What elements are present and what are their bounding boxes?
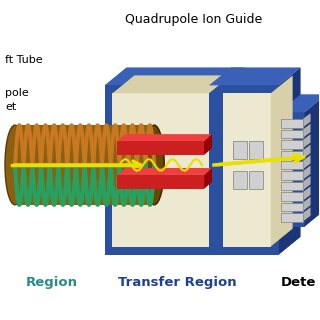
Text: pole: pole bbox=[5, 88, 29, 98]
Polygon shape bbox=[303, 176, 310, 190]
Bar bbox=[281, 172, 303, 180]
Bar bbox=[281, 192, 303, 201]
Polygon shape bbox=[112, 93, 209, 247]
Bar bbox=[233, 141, 247, 159]
Polygon shape bbox=[112, 76, 231, 93]
Bar bbox=[233, 171, 247, 189]
Bar bbox=[281, 203, 303, 211]
Polygon shape bbox=[223, 93, 271, 247]
Bar bbox=[249, 171, 263, 189]
Polygon shape bbox=[303, 165, 310, 180]
Polygon shape bbox=[303, 145, 310, 159]
Bar bbox=[281, 213, 303, 222]
Bar bbox=[15, 125, 154, 205]
Polygon shape bbox=[117, 175, 204, 189]
Bar bbox=[281, 182, 303, 190]
Text: Region: Region bbox=[26, 276, 78, 289]
Polygon shape bbox=[117, 134, 212, 141]
Text: Transfer Region: Transfer Region bbox=[118, 276, 236, 289]
Polygon shape bbox=[105, 237, 300, 254]
Polygon shape bbox=[117, 141, 204, 155]
Text: Dete: Dete bbox=[281, 276, 316, 289]
Polygon shape bbox=[303, 155, 310, 170]
Polygon shape bbox=[305, 94, 320, 227]
Polygon shape bbox=[279, 94, 320, 112]
Polygon shape bbox=[117, 168, 212, 175]
Ellipse shape bbox=[144, 125, 164, 205]
Polygon shape bbox=[279, 112, 305, 227]
Polygon shape bbox=[303, 134, 310, 148]
Polygon shape bbox=[105, 68, 300, 85]
Polygon shape bbox=[303, 124, 310, 138]
Polygon shape bbox=[303, 186, 310, 201]
Polygon shape bbox=[204, 168, 212, 189]
Polygon shape bbox=[204, 134, 212, 155]
Polygon shape bbox=[303, 197, 310, 211]
Bar bbox=[281, 130, 303, 138]
Text: ft Tube: ft Tube bbox=[5, 55, 43, 66]
Text: et: et bbox=[5, 102, 16, 112]
Bar bbox=[249, 141, 263, 159]
Polygon shape bbox=[209, 85, 223, 254]
Polygon shape bbox=[303, 207, 310, 222]
Text: Quadrupole Ion Guide: Quadrupole Ion Guide bbox=[125, 13, 263, 26]
Polygon shape bbox=[249, 141, 263, 159]
Polygon shape bbox=[209, 68, 245, 85]
Ellipse shape bbox=[5, 125, 25, 205]
Polygon shape bbox=[279, 68, 300, 254]
Bar bbox=[281, 119, 303, 128]
Polygon shape bbox=[233, 141, 247, 159]
Polygon shape bbox=[271, 76, 292, 247]
Bar bbox=[281, 150, 303, 159]
Polygon shape bbox=[105, 85, 279, 254]
Bar bbox=[281, 140, 303, 148]
Polygon shape bbox=[303, 113, 310, 128]
Bar bbox=[281, 161, 303, 170]
